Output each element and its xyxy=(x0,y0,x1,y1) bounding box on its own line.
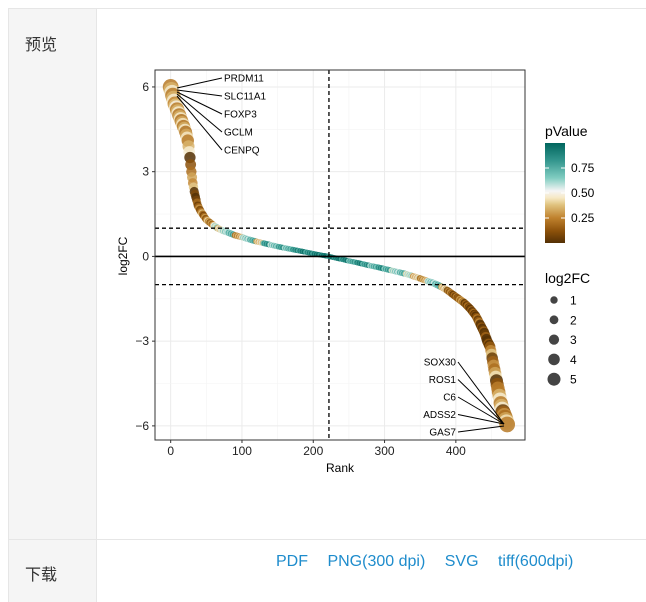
gene-label: PRDM11 xyxy=(224,74,264,85)
x-tick-label: 400 xyxy=(446,444,466,458)
color-bar xyxy=(545,143,565,243)
x-axis-label: Rank xyxy=(326,461,355,475)
x-tick-label: 200 xyxy=(303,444,323,458)
x-tick-label: 100 xyxy=(232,444,252,458)
y-tick-label: 0 xyxy=(142,249,149,263)
size-legend-dot xyxy=(547,372,561,386)
preview-label: 预览 xyxy=(25,37,58,54)
gene-label: ADSS2 xyxy=(423,410,456,421)
gene-label: GCLM xyxy=(224,128,253,139)
row-divider xyxy=(8,539,646,540)
size-legend-label: 4 xyxy=(570,353,577,367)
size-legend-dot xyxy=(548,334,560,345)
data-point xyxy=(499,416,516,433)
x-tick-label: 300 xyxy=(375,444,395,458)
gene-label: SOX30 xyxy=(424,358,457,369)
annotation-leader xyxy=(176,89,223,97)
download-label: 下载 xyxy=(25,567,58,584)
annotation-leader xyxy=(176,93,223,133)
size-legend-label: 1 xyxy=(570,294,577,308)
annotation-leader xyxy=(457,396,505,425)
annotation-leader xyxy=(176,77,223,89)
gene-label: CENPQ xyxy=(224,146,260,157)
y-tick-label: −3 xyxy=(135,334,149,348)
size-legend-label: 5 xyxy=(570,373,577,387)
color-legend-label: 0.75 xyxy=(571,161,595,175)
size-legend-label: 2 xyxy=(570,313,577,327)
annotation-leader xyxy=(457,379,505,425)
y-tick-label: −6 xyxy=(135,419,149,433)
gene-label: GAS7 xyxy=(429,428,456,439)
x-tick-label: 0 xyxy=(167,444,174,458)
annotation-leader xyxy=(457,425,505,433)
download-label-cell: 下载 xyxy=(8,540,97,602)
size-legend-dot xyxy=(548,353,560,366)
size-legend-dot xyxy=(550,296,558,304)
gene-label: FOXP3 xyxy=(224,110,257,121)
y-tick-label: 3 xyxy=(142,165,149,179)
result-table: 预览 下载 xyxy=(8,8,646,602)
preview-label-cell: 预览 xyxy=(8,9,97,539)
gene-label: ROS1 xyxy=(429,375,457,386)
download-svg-link[interactable]: SVG xyxy=(444,553,479,570)
color-legend-title: pValue xyxy=(545,123,588,139)
gene-label: SLC11A1 xyxy=(224,92,267,103)
download-tiff-link[interactable]: tiff(600dpi) xyxy=(497,553,574,570)
annotation-leader xyxy=(457,361,505,425)
color-legend-label: 0.25 xyxy=(571,211,595,225)
y-tick-label: 6 xyxy=(142,80,149,94)
color-legend-label: 0.50 xyxy=(571,186,595,200)
size-legend-title: log2FC xyxy=(545,270,590,286)
y-axis-label: log2FC xyxy=(116,236,130,275)
size-legend-dot xyxy=(549,315,559,325)
download-png-link[interactable]: PNG(300 dpi) xyxy=(327,553,426,570)
annotation-leader xyxy=(176,91,223,115)
size-legend-label: 3 xyxy=(570,333,577,347)
rank-plot: PRDM11 SLC11A1 FOXP3 GCLM CENPQ SOX30 ROS1 C6 AD… xyxy=(116,69,595,475)
gene-label: C6 xyxy=(443,393,456,404)
annotation-leader xyxy=(176,95,223,151)
download-links: PDF PNG(300 dpi) SVG tiff(600dpi) xyxy=(276,553,588,571)
panel-border xyxy=(154,69,526,441)
download-pdf-link[interactable]: PDF xyxy=(276,553,308,570)
annotation-leader xyxy=(457,414,505,425)
